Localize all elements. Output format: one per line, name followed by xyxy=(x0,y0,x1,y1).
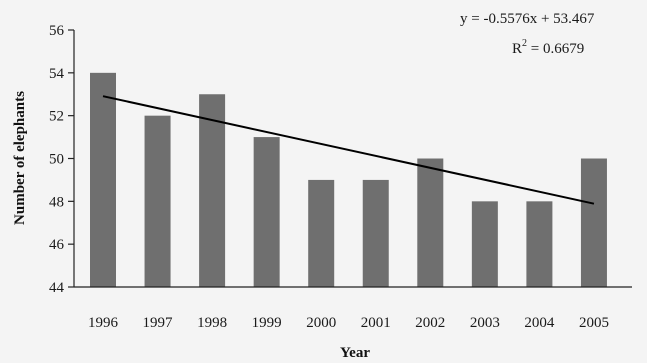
trendline-equation: y = -0.5576x + 53.467 xyxy=(460,11,595,27)
bar-2004 xyxy=(526,201,553,287)
r-squared-letter: R xyxy=(512,41,522,57)
y-tick-label-52: 52 xyxy=(49,109,64,125)
bar-1997 xyxy=(144,115,171,288)
x-tick-label-2001: 2001 xyxy=(361,315,391,331)
x-tick-label-2005: 2005 xyxy=(579,315,609,331)
bar-2005 xyxy=(580,158,607,287)
y-tick-label-46: 46 xyxy=(49,237,65,253)
y-tick-label-50: 50 xyxy=(49,152,64,168)
bar-2001 xyxy=(362,179,389,287)
bar-1998 xyxy=(199,94,226,287)
x-ticks-group: 1996 1997 1998 1999 2000 2001 2002 2003 2004 2005 xyxy=(88,315,609,331)
y-tick-label-56: 56 xyxy=(49,23,65,39)
x-tick-label-1999: 1999 xyxy=(252,315,282,331)
y-tick-label-48: 48 xyxy=(49,194,64,210)
bar-2002 xyxy=(417,158,444,287)
x-tick-label-2003: 2003 xyxy=(470,315,500,331)
r-squared-value: = 0.6679 xyxy=(527,41,584,57)
x-tick-label-1997: 1997 xyxy=(143,315,174,331)
bar-1996 xyxy=(90,72,116,287)
x-tick-label-2002: 2002 xyxy=(415,315,445,331)
bars-group xyxy=(90,72,607,288)
x-tick-label-1998: 1998 xyxy=(197,315,227,331)
r-squared-label: R2 = 0.6679 xyxy=(512,38,584,57)
y-tick-label-44: 44 xyxy=(49,280,65,296)
bar-2000 xyxy=(308,179,335,287)
x-axis-title: Year xyxy=(340,345,370,361)
x-tick-label-1996: 1996 xyxy=(88,315,119,331)
y-axis-title: Number of elephants xyxy=(12,91,28,225)
y-tick-label-54: 54 xyxy=(49,66,65,82)
bar-2003 xyxy=(471,201,498,287)
bar-1999 xyxy=(253,137,280,287)
r-squared-exponent: 2 xyxy=(522,38,527,49)
x-tick-label-2004: 2004 xyxy=(524,315,555,331)
trendline xyxy=(102,95,595,205)
x-tick-label-2000: 2000 xyxy=(306,315,336,331)
y-ticks-group: 44 46 48 50 52 54 56 xyxy=(49,23,74,296)
